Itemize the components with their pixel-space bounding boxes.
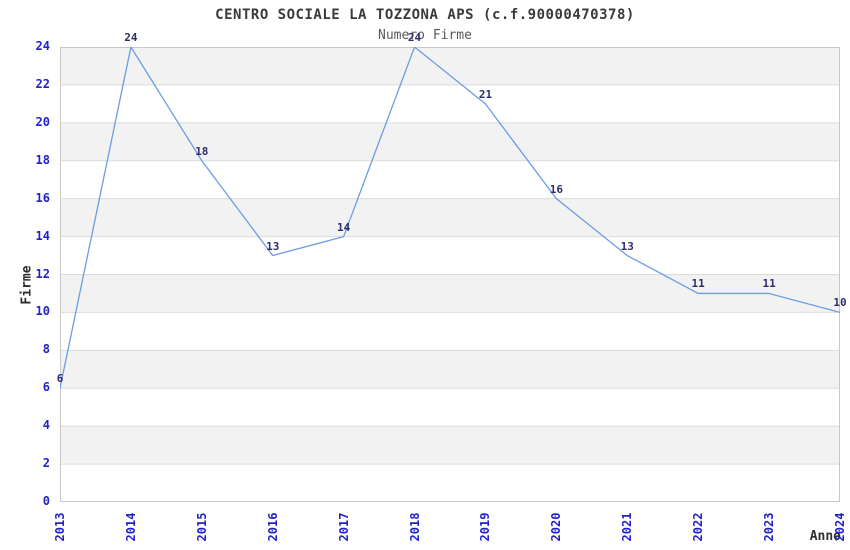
y-tick-label: 14	[35, 228, 50, 243]
x-tick-label: 2015	[194, 512, 209, 542]
series-svg	[60, 47, 840, 502]
x-tick-label: 2019	[478, 512, 493, 542]
x-tick-label: 2024	[833, 512, 847, 542]
data-point-label: 24	[407, 31, 422, 44]
x-tick-label: 2023	[762, 512, 777, 542]
data-point-label: 16	[549, 182, 563, 196]
grid-band	[60, 122, 840, 161]
y-tick-label: 2	[42, 456, 50, 471]
y-tick-label: 18	[35, 152, 50, 167]
data-point-label: 13	[266, 239, 280, 253]
data-point-label: 11	[762, 277, 776, 291]
data-point-label: 13	[620, 239, 634, 253]
plot-border	[60, 47, 840, 502]
y-tick-label: 20	[35, 114, 50, 129]
y-tick-label: 4	[42, 418, 50, 433]
grid-band	[60, 426, 840, 465]
data-point-label: 10	[833, 296, 847, 310]
x-tick-label: 2021	[620, 512, 635, 542]
x-tick-label: 2017	[336, 512, 351, 542]
y-tick-label: 24	[35, 39, 50, 53]
x-tick-label: 2020	[549, 512, 564, 542]
y-tick-label: 0	[42, 494, 50, 508]
plot-area	[60, 47, 840, 502]
y-tick-label: 22	[35, 76, 50, 91]
series-line	[60, 47, 840, 389]
chart-subtitle: Numero Firme	[378, 28, 472, 43]
x-axis-title: Anno	[809, 529, 841, 544]
grid-band	[60, 350, 840, 389]
y-tick-label: 8	[42, 342, 50, 357]
y-tick-label: 10	[35, 304, 50, 319]
data-point-label: 24	[124, 31, 138, 44]
y-tick-label: 16	[35, 190, 50, 205]
grid-band	[60, 47, 840, 85]
x-tick-label: 2022	[691, 512, 706, 542]
data-point-label: 14	[337, 220, 351, 234]
chart-title: CENTRO SOCIALE LA TOZZONA APS (c.f.90000…	[215, 7, 635, 23]
data-point-label: 18	[195, 144, 209, 158]
x-tick-label: 2013	[53, 512, 67, 542]
data-point-label: 21	[478, 87, 493, 101]
data-point-label: 6	[56, 372, 64, 386]
data-point-label: 11	[691, 277, 705, 291]
x-tick-label: 2016	[265, 512, 280, 542]
x-tick-label: 2018	[407, 512, 422, 542]
grid-band	[60, 198, 840, 237]
y-tick-label: 6	[42, 380, 50, 395]
x-tick-label: 2014	[123, 512, 138, 542]
y-tick-label: 12	[35, 266, 50, 281]
